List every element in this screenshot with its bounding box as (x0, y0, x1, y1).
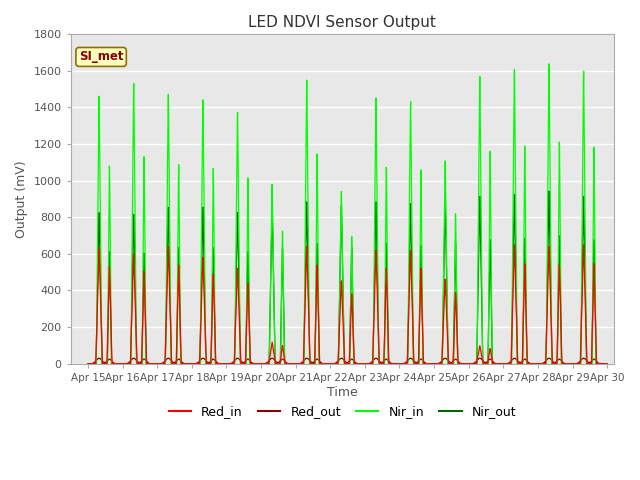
Legend: Red_in, Red_out, Nir_in, Nir_out: Red_in, Red_out, Nir_in, Nir_out (164, 400, 521, 423)
Text: SI_met: SI_met (79, 50, 124, 63)
X-axis label: Time: Time (327, 385, 358, 398)
Y-axis label: Output (mV): Output (mV) (15, 160, 28, 238)
Title: LED NDVI Sensor Output: LED NDVI Sensor Output (248, 15, 436, 30)
